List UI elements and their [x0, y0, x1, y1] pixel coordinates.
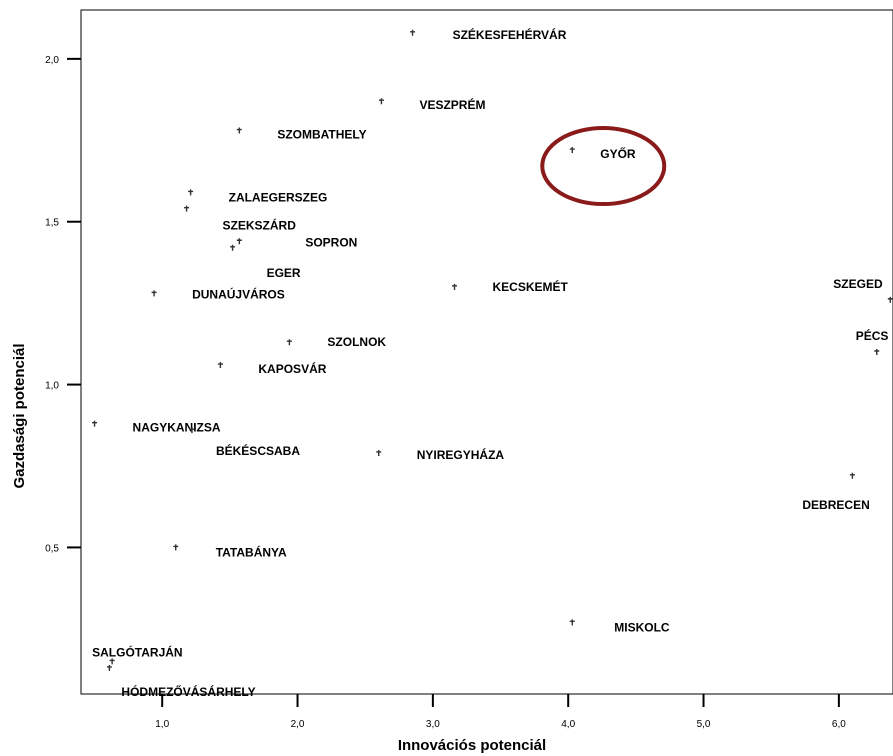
- x-axis-title: Innovációs potenciál: [398, 737, 546, 754]
- point-marker: [230, 244, 236, 251]
- point-marker: [236, 127, 242, 134]
- point-label: NAGYKANIZSA: [133, 421, 221, 435]
- point-marker: [452, 283, 458, 290]
- point-label: DUNAÚJVÁROS: [192, 286, 285, 301]
- point-marker: [376, 449, 382, 456]
- scatter-point: SALGÓTARJÁN: [92, 644, 183, 665]
- scatter-point: DUNAÚJVÁROS: [151, 286, 285, 301]
- point-marker: [151, 290, 157, 297]
- point-marker: [173, 544, 179, 551]
- x-tick-label: 5,0: [697, 719, 711, 730]
- scatter-point: ZALAEGERSZEG: [188, 189, 327, 204]
- point-label: SZOLNOK: [327, 335, 386, 349]
- point-marker: [92, 420, 98, 427]
- point-label: BÉKÉSCSABA: [216, 443, 300, 458]
- point-label: KAPOSVÁR: [258, 361, 326, 376]
- x-tick-label: 3,0: [426, 719, 440, 730]
- scatter-point: HÓDMEZŐVÁSÁRHELY: [106, 664, 256, 699]
- point-label: SZEGED: [833, 277, 883, 291]
- scatter-point: SZEKSZÁRD: [184, 205, 297, 233]
- point-label: SZOMBATHELY: [277, 128, 366, 142]
- scatter-point: NYIREGYHÁZA: [376, 447, 504, 462]
- point-marker: [378, 98, 384, 105]
- point-label: TATABÁNYA: [216, 544, 287, 559]
- x-tick-label: 6,0: [832, 719, 846, 730]
- point-label: DEBRECEN: [802, 498, 869, 512]
- point-marker: [569, 619, 575, 626]
- scatter-point: SZEGED: [833, 277, 893, 303]
- data-points: SZÉKESFEHÉRVÁR VESZPRÉM SZOMBATHELY GYŐR ZAL…: [92, 27, 893, 699]
- point-marker: [887, 296, 893, 303]
- point-label: KECSKEMÉT: [493, 279, 569, 294]
- point-marker: [109, 658, 115, 665]
- x-tick-label: 1,0: [155, 719, 169, 730]
- y-axis: 0,5 1,0 1,5 2,0: [45, 55, 81, 554]
- scatter-point: NAGYKANIZSA: [92, 420, 221, 435]
- x-axis: 1,0 2,0 3,0 4,0 5,0 6,0: [155, 694, 846, 730]
- point-marker: [189, 427, 195, 434]
- point-label: EGER: [267, 266, 301, 280]
- highlight-ellipse: [540, 126, 667, 207]
- scatter-point: PÉCS: [856, 328, 889, 355]
- point-label: HÓDMEZŐVÁSÁRHELY: [121, 684, 255, 699]
- point-marker: [849, 472, 855, 479]
- scatter-point: SOPRON: [236, 235, 357, 249]
- point-marker: [184, 205, 190, 212]
- point-marker: [106, 664, 112, 671]
- point-label: VESZPRÉM: [419, 97, 485, 112]
- y-tick-label: 1,5: [45, 218, 59, 229]
- scatter-point: SZÉKESFEHÉRVÁR: [410, 27, 567, 42]
- plot-frame: [80, 9, 893, 695]
- y-tick-label: 0,5: [45, 543, 59, 554]
- scatter-point: TATABÁNYA: [173, 544, 287, 559]
- point-marker: [217, 362, 223, 369]
- scatter-point: EGER: [230, 244, 301, 280]
- point-marker: [410, 29, 416, 36]
- point-marker: [874, 349, 880, 355]
- scatter-point: VESZPRÉM: [378, 97, 485, 112]
- x-tick-label: 2,0: [291, 719, 305, 730]
- point-label: PÉCS: [856, 328, 889, 343]
- y-tick-label: 1,0: [45, 381, 59, 392]
- scatter-point: KECSKEMÉT: [452, 279, 569, 294]
- point-label: NYIREGYHÁZA: [417, 447, 505, 462]
- scatter-point: KAPOSVÁR: [217, 361, 327, 376]
- scatter-point: DEBRECEN: [802, 472, 870, 512]
- point-marker: [188, 189, 194, 196]
- point-label: SALGÓTARJÁN: [92, 644, 182, 659]
- point-label: ZALAEGERSZEG: [229, 190, 328, 204]
- point-label: MISKOLC: [614, 620, 670, 634]
- scatter-point: GYŐR: [569, 146, 636, 161]
- scatter-point: BÉKÉSCSABA: [189, 427, 300, 458]
- point-label: SOPRON: [305, 235, 357, 249]
- point-marker: [569, 147, 575, 154]
- scatter-point: MISKOLC: [569, 619, 670, 634]
- point-label: SZÉKESFEHÉRVÁR: [453, 27, 567, 42]
- point-marker: [236, 238, 242, 245]
- x-tick-label: 4,0: [561, 719, 575, 730]
- y-tick-label: 2,0: [45, 55, 59, 66]
- y-axis-title: Gazdasági potenciál: [11, 343, 28, 488]
- scatter-point: SZOLNOK: [286, 335, 386, 349]
- point-label: SZEKSZÁRD: [223, 218, 297, 233]
- point-label: GYŐR: [600, 146, 636, 161]
- scatter-point: SZOMBATHELY: [236, 127, 367, 142]
- point-marker: [286, 339, 292, 346]
